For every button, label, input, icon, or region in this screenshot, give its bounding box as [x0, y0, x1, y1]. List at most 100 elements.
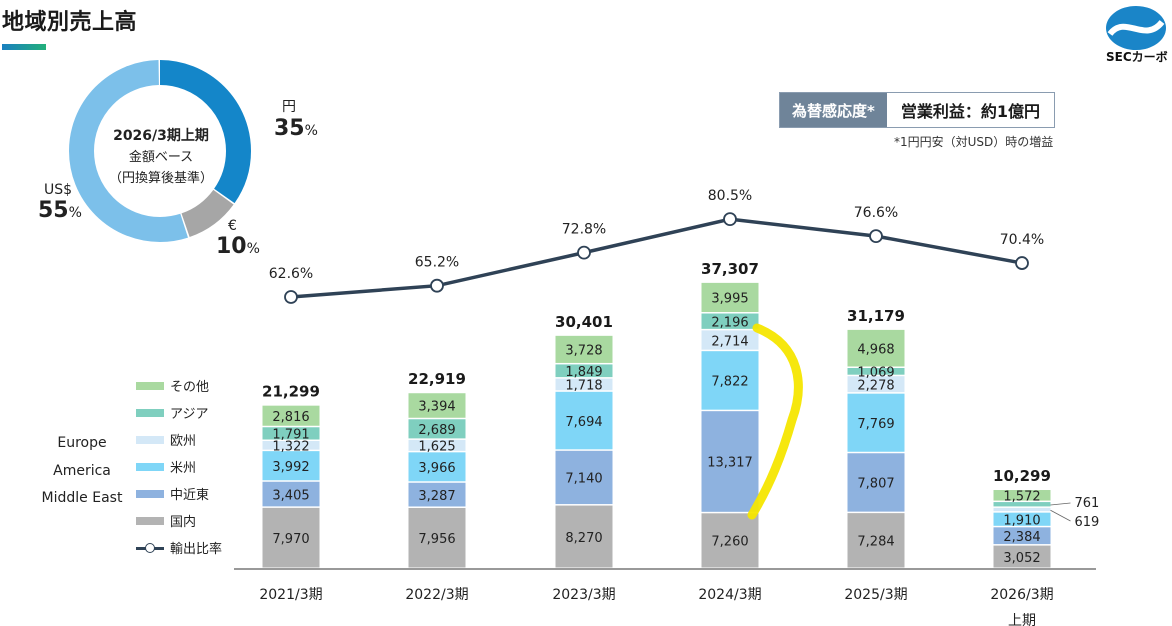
x-tick-label-3: 2024/3期 [698, 587, 761, 603]
x-tick-label-5: 2026/3期 [990, 587, 1053, 603]
export-ratio-label-2: 72.8% [562, 222, 606, 238]
bar-seg-0-3 [262, 440, 320, 450]
bar-seg-2-4 [555, 364, 613, 378]
donut-segment-0 [69, 60, 251, 242]
bar-seg-5-3 [993, 507, 1051, 512]
export-ratio-point-3 [723, 212, 737, 227]
bar-label-2-2: 7,694 [565, 415, 602, 430]
bar-label-3-5: 3,995 [711, 292, 748, 307]
legend-swatch-domestic [136, 516, 164, 525]
export-ratio-polyline [290, 217, 1023, 299]
bar-seg-1-5 [408, 393, 466, 418]
bar-seg-3-4 [701, 313, 759, 329]
legend-item-americas: 米州 [136, 453, 222, 480]
bar-seg-4-1 [847, 453, 905, 512]
x-axis-labels: 2021/3期 2022/3期 2023/3期 2024/3期 2025/3期 2026/… [259, 587, 1053, 626]
pie-label-yen: 円 35% [274, 96, 318, 141]
legend-swatch-other [136, 381, 164, 390]
bar-total-0: 21,299 [262, 383, 320, 401]
donut-chart [69, 60, 251, 242]
bar-label-2-5: 3,728 [565, 344, 602, 359]
bar-label-2-3: 1,718 [565, 379, 602, 394]
bar-seg-0-2 [262, 451, 320, 481]
bar-label-4-4: 1,069 [857, 366, 894, 381]
legend-label-middle-east: 中近東 [170, 488, 210, 503]
fx-note: *1円円安（対USD）時の増益 [894, 135, 1054, 149]
chart-legend: その他 アジア 欧州 米州 中近東 国内 輸出比率 [136, 372, 222, 561]
bar-label-0-4: 1,791 [272, 428, 309, 443]
bar-seg-4-3 [847, 376, 905, 393]
legend-label-domestic: 国内 [170, 515, 197, 530]
pie-label-yen-pct: 35 [274, 116, 305, 141]
x-tick-sub-5: 上期 [1008, 613, 1036, 626]
pie-label-euro-unit: % [246, 241, 260, 257]
bar-seg-0-1 [262, 481, 320, 507]
fx-value: 営業利益：約1億円 [886, 93, 1054, 127]
bar-label-2-4: 1,849 [565, 365, 602, 380]
bar-seg-5-1 [993, 527, 1051, 545]
bar-label-2-0: 8,270 [565, 531, 602, 546]
bar-seg-1-3 [408, 439, 466, 451]
bar-label-1-3: 1,625 [418, 440, 455, 455]
bar-seg-5-0 [993, 545, 1051, 568]
legend-label-export-ratio: 輸出比率 [170, 542, 223, 557]
legend-label-other: その他 [170, 380, 210, 395]
pie-label-usd-pct: 55 [38, 198, 69, 223]
bar-total-1: 22,919 [408, 370, 466, 388]
bar-seg-5-2 [993, 512, 1051, 526]
bar-label-1-2: 3,966 [418, 461, 455, 476]
fx-sensitivity-box: 為替感応度* 営業利益：約1億円 [779, 92, 1055, 128]
bar-seg-1-4 [408, 419, 466, 439]
bar-label-0-2: 3,992 [272, 460, 309, 475]
bar-seg-0-5 [262, 405, 320, 426]
bar-seg-2-5 [555, 335, 613, 363]
legend-label-europe: 欧州 [170, 434, 197, 449]
bar-seg-3-1 [701, 411, 759, 512]
bar-total-4: 31,179 [847, 307, 905, 325]
bar-label-4-1: 7,807 [857, 477, 894, 492]
pie-label-usd-name: US$ [44, 182, 73, 198]
legend-item-other: その他 [136, 372, 222, 399]
fx-label: 為替感応度* [780, 93, 887, 127]
bar-label-3-4: 2,196 [711, 315, 748, 330]
bar-label-3-3: 2,714 [711, 334, 748, 349]
bar-total-5: 10,299 [993, 467, 1051, 485]
bar-seg-4-0 [847, 513, 905, 568]
export-ratio-label-5: 70.4% [1000, 232, 1044, 248]
x-tick-label-2: 2023/3期 [552, 587, 615, 603]
legend-item-domestic: 国内 [136, 507, 222, 534]
legend-line-icon [136, 542, 164, 553]
legend-swatch-asia [136, 408, 164, 417]
export-ratio-point-1 [430, 278, 444, 293]
legend-swatch-middle-east [136, 489, 164, 498]
bar-seg-3-3 [701, 330, 759, 350]
bar-label-0-3: 1,322 [272, 440, 309, 455]
donut-line3: （円換算後基準） [108, 171, 213, 186]
yellow-highlight-mark [747, 323, 803, 520]
bar-seg-1-2 [408, 452, 466, 482]
bar-label-3-2: 7,822 [711, 375, 748, 390]
bar-seg-5-5 [993, 490, 1051, 501]
legend-label-asia: アジア [170, 407, 209, 422]
donut-center-label: 2026/3期上期 金額ベース （円換算後基準） [96, 126, 226, 189]
pie-label-euro: € 10% [216, 218, 260, 259]
pie-label-euro-name: € [228, 218, 237, 234]
legend-item-middle-east: 中近東 [136, 480, 222, 507]
logo-text: SECカーボ [1106, 50, 1168, 64]
region-label-america: America [53, 462, 111, 479]
company-logo [1106, 6, 1166, 50]
bar-seg-4-4 [847, 367, 905, 375]
x-tick-label-4: 2025/3期 [844, 587, 907, 603]
legend-item-europe: 欧州 [136, 426, 222, 453]
bar-seg-3-0 [701, 513, 759, 568]
pie-label-yen-name: 円 [282, 99, 296, 115]
bar-seg-2-2 [555, 391, 613, 450]
bar-label-1-5: 3,394 [418, 400, 455, 415]
export-ratio-point-4 [869, 229, 883, 244]
bar-label-5-2: 1,910 [1003, 513, 1040, 528]
bar-seg-2-1 [555, 450, 613, 505]
bar-label-3-0: 7,260 [711, 535, 748, 550]
bar-seg-2-0 [555, 505, 613, 568]
